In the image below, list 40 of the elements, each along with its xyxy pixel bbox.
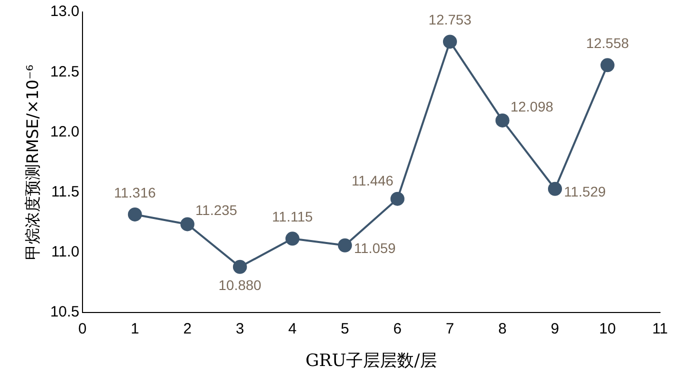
y-tick-label: 13.0 xyxy=(50,3,80,20)
data-label: 11.446 xyxy=(352,172,394,189)
point xyxy=(338,238,352,252)
data-label: 11.316 xyxy=(114,184,156,200)
x-tick-label: 7 xyxy=(446,320,454,338)
x-tick-label: 8 xyxy=(498,320,507,338)
data-label: 10.880 xyxy=(218,276,262,293)
x-tick-label: 1 xyxy=(130,320,140,338)
y-tick-label: 12.0 xyxy=(50,123,80,140)
point xyxy=(285,232,300,246)
x-tick-label: 10 xyxy=(599,320,616,338)
data-label: 11.115 xyxy=(272,208,314,225)
y-tick-label: 10.5 xyxy=(50,304,80,321)
x-tick-label: 6 xyxy=(393,320,402,338)
point xyxy=(180,217,194,232)
y-tick-label: 12.5 xyxy=(50,63,80,80)
y-tick-label: 11.0 xyxy=(51,244,80,261)
y-tick-label: 11.5 xyxy=(51,184,80,200)
point xyxy=(390,192,404,206)
x-tick-label: 11 xyxy=(652,320,668,338)
x-tick-label: 5 xyxy=(340,320,350,338)
data-label: 11.529 xyxy=(564,184,606,200)
point xyxy=(495,113,510,128)
data-label: 12.098 xyxy=(510,98,554,114)
point xyxy=(600,58,614,72)
data-label: 12.558 xyxy=(586,35,630,52)
x-tick-label: 0 xyxy=(78,320,87,338)
data-label: 12.753 xyxy=(428,12,472,28)
x-tick-label: 3 xyxy=(236,320,244,338)
point xyxy=(442,34,457,49)
y-axis-title: 甲烷浓度预测RMSE/×10⁻⁶ xyxy=(22,64,42,260)
data-label: 11.059 xyxy=(354,240,396,256)
point xyxy=(548,182,562,196)
x-tick-label: 2 xyxy=(183,320,192,338)
data-label: 11.235 xyxy=(195,202,238,218)
x-tick-label: 4 xyxy=(288,320,297,338)
x-axis-title: GRU子层层数/层 xyxy=(305,351,437,372)
x-tick-label: 9 xyxy=(550,320,560,338)
point xyxy=(232,260,247,274)
point xyxy=(128,207,142,222)
